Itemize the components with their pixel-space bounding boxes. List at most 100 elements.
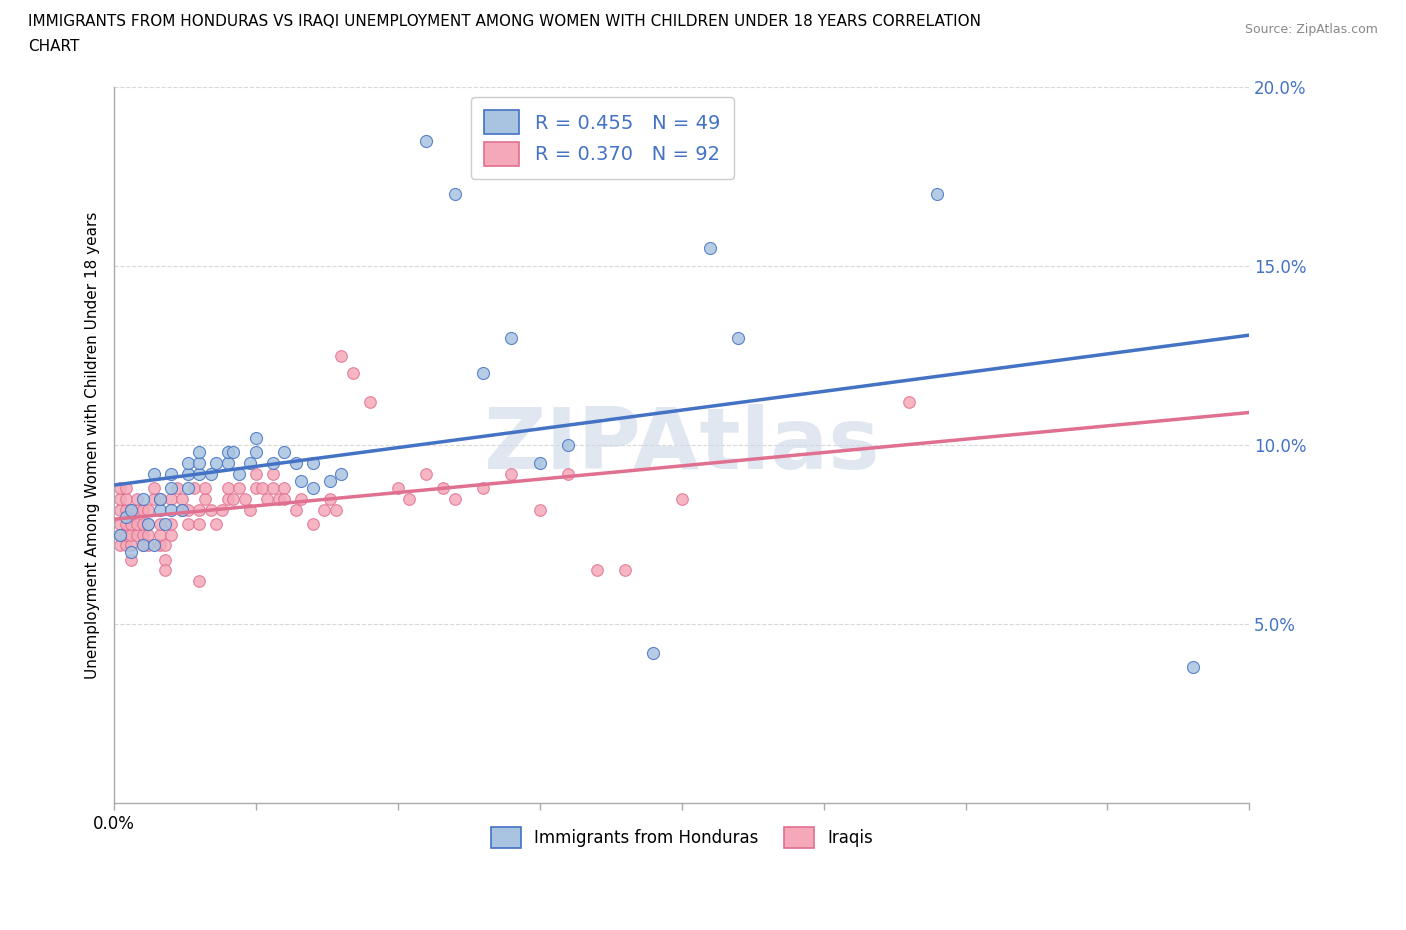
Point (301, 516, 323, 531)
Point (443, 187, 465, 202)
Point (136, 502, 159, 517)
Point (222, 491, 245, 506)
Text: CHART: CHART (28, 39, 80, 54)
Point (217, 456, 239, 471)
Point (927, 187, 949, 202)
Point (177, 516, 200, 531)
Point (398, 491, 420, 506)
Point (273, 491, 295, 506)
Point (205, 456, 228, 471)
Point (120, 527, 142, 542)
Point (160, 481, 183, 496)
Point (114, 502, 136, 517)
Point (120, 552, 142, 567)
Point (330, 348, 353, 363)
Point (643, 645, 665, 660)
Point (183, 481, 205, 496)
Point (172, 502, 194, 517)
Point (108, 502, 131, 517)
Point (194, 481, 217, 496)
Point (273, 481, 295, 496)
Point (443, 491, 465, 506)
Point (727, 330, 749, 345)
Point (114, 516, 136, 531)
Point (114, 527, 136, 542)
Point (501, 466, 523, 481)
Point (149, 538, 172, 552)
Point (114, 510, 136, 525)
Point (136, 538, 159, 552)
Point (188, 466, 211, 481)
Point (211, 502, 233, 517)
Point (205, 516, 228, 531)
Y-axis label: Unemployment Among Women with Children Under 18 years: Unemployment Among Women with Children U… (86, 211, 100, 679)
Point (472, 481, 495, 496)
Point (284, 502, 307, 517)
Point (120, 502, 142, 517)
Point (125, 516, 148, 531)
Point (228, 481, 250, 496)
Point (125, 502, 148, 517)
Point (188, 574, 211, 589)
Point (108, 527, 131, 542)
Point (120, 538, 142, 552)
Point (387, 481, 409, 496)
Point (301, 456, 323, 471)
Point (120, 516, 142, 531)
Point (325, 502, 347, 517)
Point (149, 502, 172, 517)
Point (160, 466, 183, 481)
Point (614, 563, 637, 578)
Point (120, 545, 142, 560)
Point (155, 563, 177, 578)
Point (233, 491, 256, 506)
Point (142, 466, 165, 481)
Point (245, 431, 267, 445)
Point (142, 491, 165, 506)
Point (131, 516, 153, 531)
Point (114, 491, 136, 506)
Point (177, 466, 200, 481)
Point (108, 538, 131, 552)
Point (131, 538, 153, 552)
Point (114, 538, 136, 552)
Point (200, 466, 222, 481)
Point (415, 466, 437, 481)
Point (160, 516, 183, 531)
Point (415, 133, 437, 148)
Point (262, 481, 284, 496)
Point (188, 516, 211, 531)
Point (557, 438, 579, 453)
Text: IMMIGRANTS FROM HONDURAS VS IRAQI UNEMPLOYMENT AMONG WOMEN WITH CHILDREN UNDER 1: IMMIGRANTS FROM HONDURAS VS IRAQI UNEMPL… (28, 14, 981, 29)
Point (217, 481, 239, 496)
Point (290, 473, 312, 488)
Point (125, 491, 148, 506)
Point (188, 445, 211, 459)
Point (108, 527, 131, 542)
Point (120, 502, 142, 517)
Point (239, 456, 262, 471)
Point (172, 491, 194, 506)
Point (155, 516, 177, 531)
Point (319, 491, 342, 506)
Point (131, 538, 153, 552)
Point (131, 502, 153, 517)
Point (194, 491, 217, 506)
Point (108, 516, 131, 531)
Point (108, 491, 131, 506)
Point (200, 502, 222, 517)
Point (136, 527, 159, 542)
Point (529, 502, 551, 517)
Point (290, 491, 312, 506)
Point (166, 481, 188, 496)
Point (149, 491, 172, 506)
Point (188, 502, 211, 517)
Point (149, 516, 172, 531)
Point (267, 491, 290, 506)
Point (245, 445, 267, 459)
Point (472, 366, 495, 381)
Point (671, 491, 693, 506)
Point (228, 466, 250, 481)
Point (155, 538, 177, 552)
Point (585, 563, 607, 578)
